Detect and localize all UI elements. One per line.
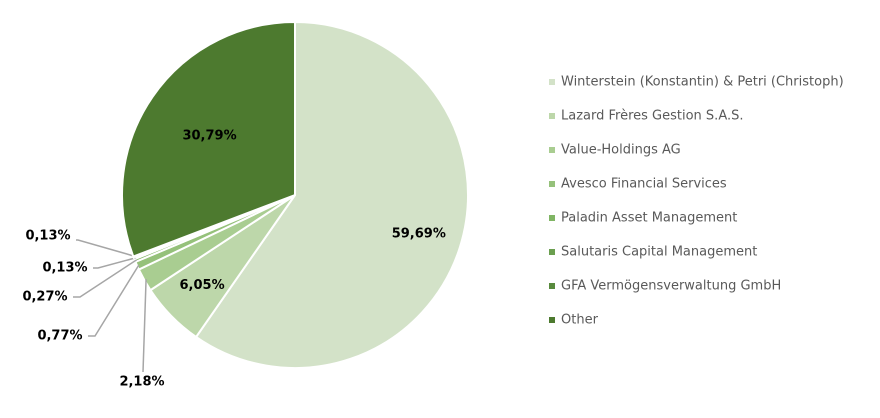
data-label: 0,27% — [22, 290, 67, 305]
legend-label: Avesco Financial Services — [561, 177, 727, 192]
legend-label: Winterstein (Konstantin) & Petri (Christ… — [561, 75, 844, 90]
data-label: 6,05% — [180, 278, 225, 293]
legend-marker — [549, 79, 555, 85]
legend-label: GFA Vermögensverwaltung GmbH — [561, 279, 781, 294]
pie-slice — [194, 20, 469, 369]
leader-line — [76, 239, 136, 258]
data-label: 2,18% — [119, 375, 164, 390]
leader-line — [88, 264, 140, 337]
legend-label: Lazard Frères Gestion S.A.S. — [561, 109, 744, 124]
data-label: 30,79% — [182, 129, 236, 144]
legend-marker — [549, 147, 555, 153]
legend-label: Value-Holdings AG — [561, 143, 681, 158]
legend-marker — [549, 317, 555, 323]
data-label: 59,69% — [392, 226, 446, 241]
data-label: 0,77% — [37, 329, 82, 344]
legend-marker — [549, 283, 555, 289]
leader-line — [142, 279, 147, 373]
leader-line — [73, 259, 138, 298]
legend-label: Other — [561, 313, 599, 328]
legend-label: Paladin Asset Management — [561, 211, 737, 226]
legend-marker — [549, 181, 555, 187]
legend-marker — [549, 215, 555, 221]
legend-marker — [549, 113, 555, 119]
pie-slice — [121, 20, 296, 258]
legend-marker — [549, 249, 555, 255]
data-label: 0,13% — [25, 229, 70, 244]
legend-label: Salutaris Capital Management — [561, 245, 757, 260]
leader-line — [93, 257, 137, 269]
data-label: 0,13% — [42, 261, 87, 276]
